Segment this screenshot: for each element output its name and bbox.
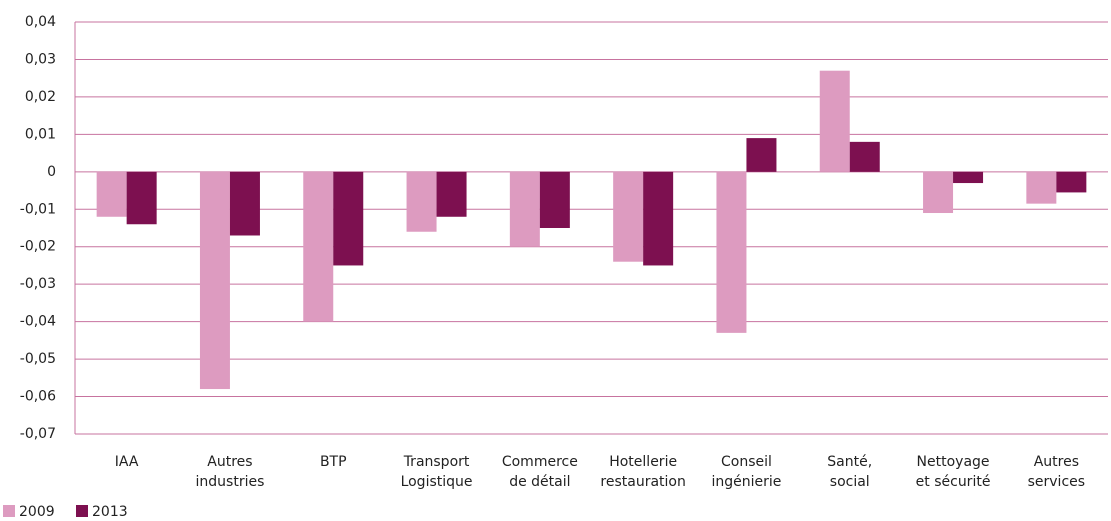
bar	[509, 171, 540, 247]
y-tick-label: 0,04	[25, 14, 56, 30]
legend-label: 2013	[92, 504, 128, 520]
bar	[1056, 171, 1087, 193]
x-tick-label: Transport	[403, 454, 470, 470]
x-tick-label: de détail	[509, 474, 570, 490]
x-tick-label: Autres	[1034, 454, 1079, 470]
bar	[539, 171, 570, 228]
bar	[953, 171, 984, 184]
x-tick-label: Autres	[207, 454, 252, 470]
bar	[746, 138, 777, 172]
x-tick-label: Logistique	[401, 474, 473, 490]
x-tick-label: BTP	[320, 454, 347, 470]
y-tick-label: 0,02	[25, 89, 56, 105]
legend-label: 2009	[19, 504, 55, 520]
x-tick-label: industries	[196, 474, 265, 490]
bar	[229, 171, 260, 236]
bar	[406, 171, 437, 232]
bar	[613, 171, 644, 262]
bar	[303, 171, 334, 322]
bar	[333, 171, 364, 266]
legend-swatch	[3, 505, 15, 517]
bar	[1026, 171, 1057, 204]
bar	[849, 141, 880, 172]
y-tick-label: -0,05	[20, 351, 56, 367]
bar	[96, 171, 127, 217]
y-tick-label: 0	[47, 164, 56, 180]
x-tick-label: et sécurité	[916, 474, 991, 490]
y-tick-label: 0,03	[25, 51, 56, 67]
bar	[126, 171, 157, 225]
x-tick-label: Santé,	[827, 454, 872, 470]
x-tick-label: Commerce	[502, 454, 578, 470]
x-tick-label: ingénierie	[711, 474, 781, 490]
legend-swatch	[76, 505, 88, 517]
bar	[199, 171, 230, 390]
y-tick-label: -0,01	[20, 201, 56, 217]
y-tick-label: -0,03	[20, 276, 56, 292]
y-tick-label: -0,07	[20, 426, 56, 442]
x-tick-label: restauration	[600, 474, 685, 490]
x-tick-label: social	[830, 474, 870, 490]
y-tick-label: -0,02	[20, 239, 56, 255]
bar	[643, 171, 674, 266]
y-tick-label: 0,01	[25, 126, 56, 142]
x-tick-label: Conseil	[721, 454, 772, 470]
x-tick-label: Hotellerie	[609, 454, 677, 470]
bar	[436, 171, 467, 217]
bar	[819, 70, 850, 172]
x-tick-label: services	[1028, 474, 1085, 490]
bar	[923, 171, 954, 214]
y-tick-label: -0,06	[20, 389, 56, 405]
y-tick-label: -0,04	[20, 314, 56, 330]
bar	[716, 171, 747, 333]
x-tick-label: IAA	[115, 454, 139, 470]
x-tick-label: Nettoyage	[917, 454, 990, 470]
